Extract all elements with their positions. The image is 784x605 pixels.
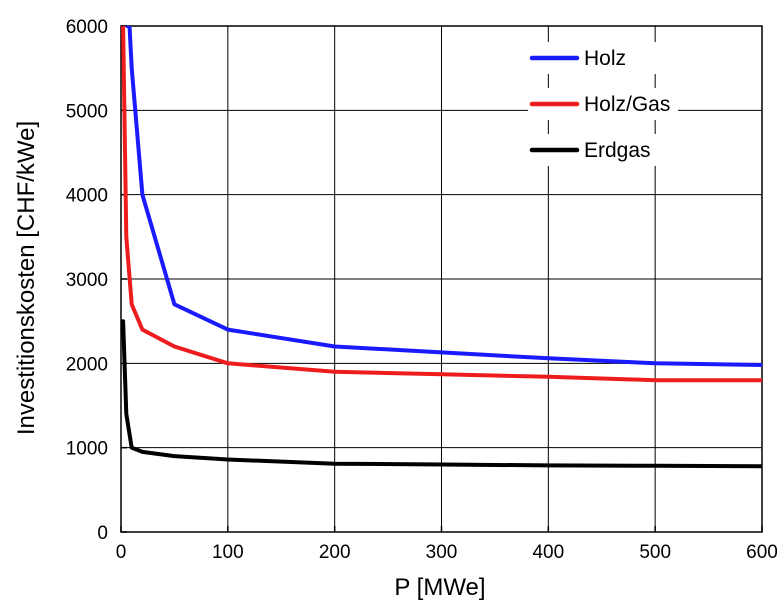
y-tick-label: 1000	[66, 439, 108, 460]
y-tick-label: 6000	[66, 17, 108, 38]
x-tick-label: 0	[116, 542, 127, 563]
legend-label-holz: Holz	[584, 47, 626, 70]
legend-label-erdgas: Erdgas	[584, 139, 651, 162]
x-tick-label: 100	[212, 542, 244, 563]
series-line-holz	[125, 26, 762, 367]
y-tick-label: 4000	[66, 186, 108, 207]
x-tick-label: 500	[639, 542, 671, 563]
y-axis-title: Investitionskosten [CHF/kWe]	[13, 121, 40, 435]
x-axis-title: P [MWe]	[394, 574, 485, 601]
x-tick-label: 400	[532, 542, 564, 563]
y-tick-label: 0	[97, 523, 108, 544]
legend-label-holz-gas: Holz/Gas	[584, 93, 670, 116]
series-line-holz-gas	[121, 26, 762, 383]
x-tick-label: 200	[319, 542, 351, 563]
y-tick-label: 3000	[66, 270, 108, 291]
x-tick-label: 600	[746, 542, 778, 563]
y-tick-label: 2000	[66, 354, 108, 375]
tick-labels: 0 100 200 300 400 500 600010002000300040005000…	[66, 17, 778, 563]
series-lines	[121, 26, 762, 469]
x-tick-label: 300	[426, 542, 458, 563]
legend: Holz Holz/Gas Erdgas	[528, 42, 678, 166]
series-line-erdgas	[121, 319, 762, 469]
y-tick-label: 5000	[66, 101, 108, 122]
